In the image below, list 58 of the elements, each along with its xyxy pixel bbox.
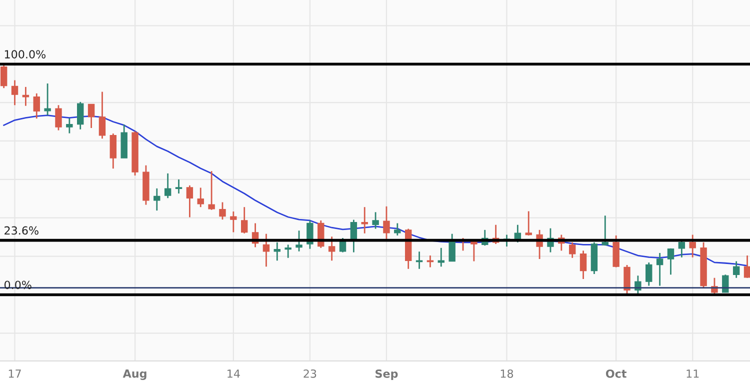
candlestick xyxy=(186,184,194,218)
ref-line-label: 100.0% xyxy=(4,50,46,58)
candlestick xyxy=(230,210,237,233)
x-tick-label: 18 xyxy=(500,369,514,378)
candlestick xyxy=(306,220,314,250)
x-tick-label: 11 xyxy=(686,370,699,378)
candlestick xyxy=(394,222,401,236)
candlestick xyxy=(240,206,248,234)
candlestick xyxy=(208,170,215,211)
x-tick-label: Sep xyxy=(376,369,398,380)
candlestick xyxy=(175,178,182,194)
x-tick-label: Aug xyxy=(122,370,146,380)
candlestick xyxy=(416,250,423,270)
candlestick xyxy=(219,202,226,220)
candlestick xyxy=(438,247,444,268)
candlestick xyxy=(744,254,750,279)
candlestick xyxy=(98,91,106,140)
candlestick xyxy=(154,188,160,212)
candlestick xyxy=(580,250,587,280)
candlestick xyxy=(722,274,729,294)
candlestick xyxy=(274,242,281,262)
candlestick xyxy=(0,63,8,89)
candlestick xyxy=(110,132,117,170)
x-tick-label: Oct xyxy=(606,369,626,378)
candlestick xyxy=(383,206,390,240)
candlestick xyxy=(514,224,522,244)
candlestick xyxy=(55,104,62,131)
candlestick xyxy=(44,82,51,116)
candlestick xyxy=(602,214,608,246)
candlestick xyxy=(624,264,630,296)
x-tick-label: 23 xyxy=(304,369,316,378)
candlestick xyxy=(262,233,270,268)
x-tick-label: 17 xyxy=(8,370,21,378)
ref-line-label: 23.6% xyxy=(4,226,38,235)
candlestick xyxy=(11,80,18,106)
candlestick xyxy=(568,242,576,259)
candlestick xyxy=(296,230,302,252)
candlestick xyxy=(66,118,73,134)
candlestick xyxy=(77,101,84,130)
candlestick xyxy=(667,248,674,276)
candlestick xyxy=(164,172,172,199)
candlestick xyxy=(328,236,336,262)
candlestick xyxy=(448,233,456,262)
candlestick xyxy=(33,92,40,120)
candlestick xyxy=(197,187,204,208)
x-tick-label: 14 xyxy=(228,370,240,378)
candlestick xyxy=(732,260,740,279)
candlestick xyxy=(525,210,532,236)
candlestick xyxy=(361,206,368,234)
candlestick xyxy=(284,244,292,259)
candlestick xyxy=(646,262,652,286)
candlestick xyxy=(689,234,696,258)
candlestick xyxy=(339,237,346,253)
candlestick xyxy=(372,211,379,230)
candlestick xyxy=(426,254,434,268)
candlestick xyxy=(656,252,664,286)
candlestick xyxy=(678,240,686,258)
candlestick xyxy=(88,104,95,129)
